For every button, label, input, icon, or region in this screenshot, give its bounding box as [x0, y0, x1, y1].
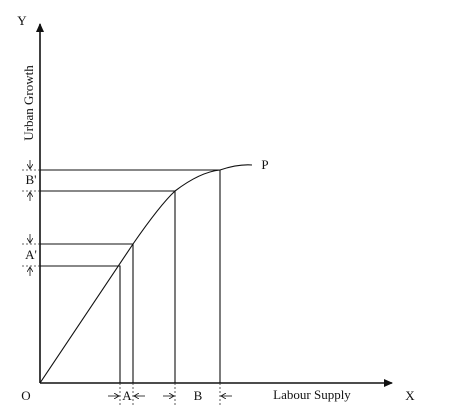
- y-interval-label: A': [25, 247, 37, 262]
- y-interval-label: B': [25, 172, 36, 187]
- curve: [39, 164, 253, 384]
- y-title: Urban Growth: [21, 65, 36, 141]
- y-axis-label: Y: [17, 13, 27, 28]
- x-axis-label: X: [405, 388, 415, 403]
- dashed-extensions: [22, 169, 221, 406]
- x-title: Labour Supply: [273, 387, 351, 402]
- guide-lines: [40, 169, 221, 383]
- origin-label: O: [21, 388, 30, 403]
- interval-arrows: [30, 160, 232, 396]
- curve-label: P: [261, 157, 268, 172]
- x-interval-label: B: [194, 388, 203, 403]
- x-interval-label: A: [122, 388, 132, 403]
